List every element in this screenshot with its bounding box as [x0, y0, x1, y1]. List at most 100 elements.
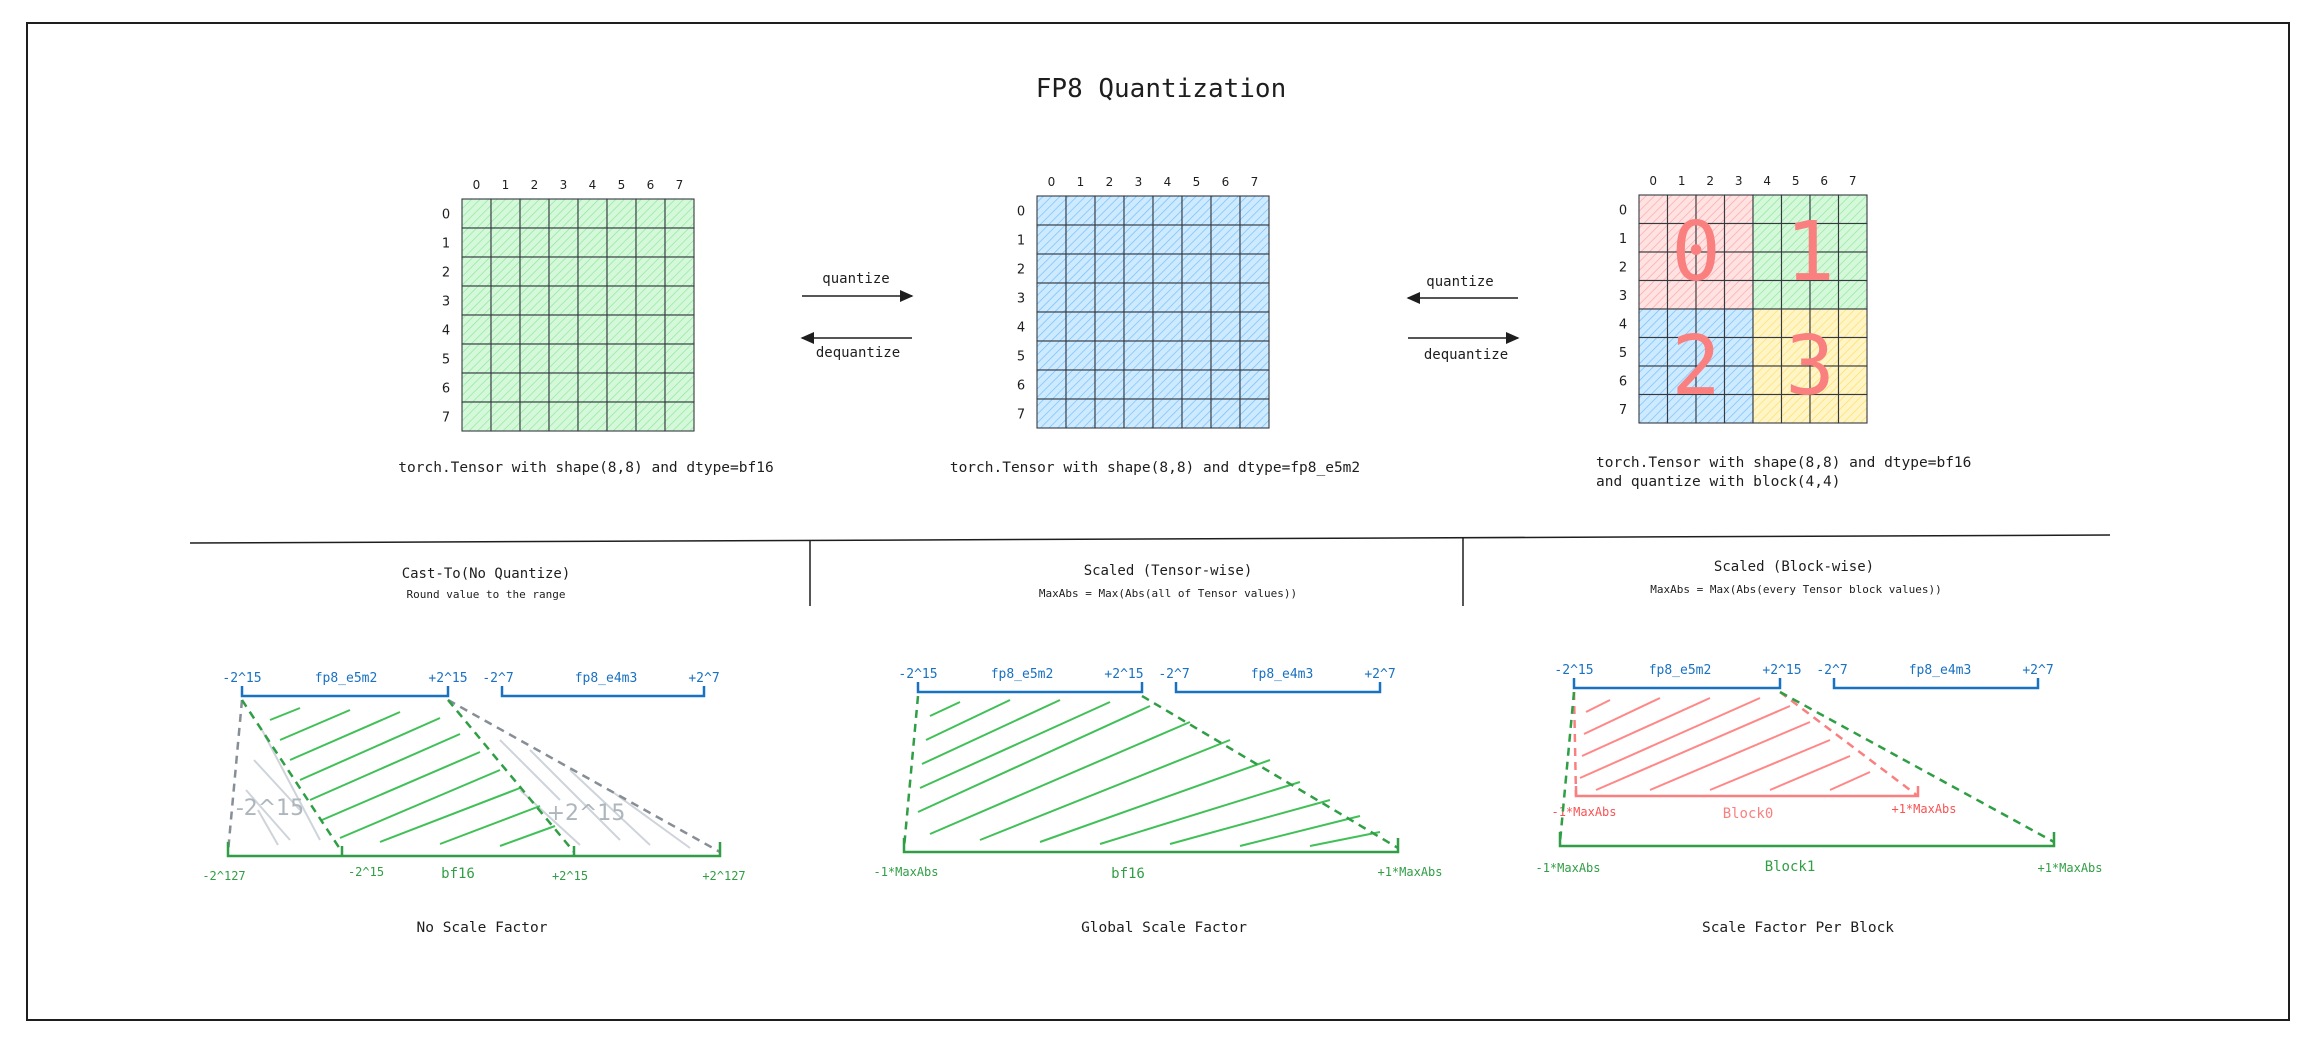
bf16-max-label: +2^127 — [702, 869, 745, 883]
matrix-cell — [1695, 251, 1726, 282]
block1-max-label: +1*MaxAbs — [2037, 861, 2102, 875]
row-index: 7 — [1017, 408, 1025, 423]
column-index: 4 — [589, 178, 597, 192]
row-index: 6 — [1017, 379, 1025, 394]
matrix-cell — [1723, 365, 1754, 396]
section-title: Cast-To(No Quantize) — [402, 566, 571, 582]
matrix-cell — [519, 256, 550, 287]
matrix-cell — [1181, 253, 1212, 284]
matrix-cell — [461, 256, 492, 287]
map-right-edge — [1141, 694, 1399, 850]
matrix-cell — [519, 198, 550, 229]
matrix-cell — [1123, 195, 1154, 226]
matrix-cell — [664, 285, 695, 316]
matrix-cell — [1666, 194, 1697, 225]
column-index: 5 — [1193, 175, 1201, 189]
matrix-cell — [635, 314, 666, 345]
e5m2-range-bracket — [240, 686, 450, 698]
matrix-cell — [1837, 251, 1868, 282]
matrix-cell — [1036, 340, 1067, 371]
section-subtitle: MaxAbs = Max(Abs(every Tensor block valu… — [1650, 583, 1941, 596]
matrix-cell — [519, 285, 550, 316]
matrix-cell — [548, 227, 579, 258]
matrix-cell — [519, 401, 550, 432]
e5m2-max-label: +2^15 — [428, 671, 467, 686]
column-index: 5 — [1792, 174, 1800, 188]
bf16-max-label: +1*MaxAbs — [1377, 865, 1442, 879]
matrix-cell — [635, 372, 666, 403]
matrix-cell — [1181, 369, 1212, 400]
outer-frame — [26, 22, 2290, 1021]
matrix-cell — [1638, 393, 1669, 424]
matrix-cell — [1638, 365, 1669, 396]
clip-right-label: +2^15 — [547, 801, 626, 826]
column-index: 2 — [1706, 174, 1714, 188]
matrix-cell — [1239, 224, 1270, 255]
row-index: 4 — [1619, 317, 1627, 332]
matrix-cell — [490, 256, 521, 287]
row-index: 2 — [1017, 263, 1025, 278]
bf16-min-label: -1*MaxAbs — [873, 865, 938, 879]
clip-left-region — [228, 700, 342, 852]
matrix-cell — [490, 227, 521, 258]
matrix-cell — [577, 227, 608, 258]
right-dequantize-label: dequantize — [1424, 347, 1508, 363]
e5m2-min-label: -2^15 — [898, 667, 937, 682]
column-index: 7 — [1251, 175, 1259, 189]
matrix-cell — [1210, 340, 1241, 371]
column-index: 0 — [473, 178, 481, 192]
row-index: 0 — [442, 208, 450, 223]
column-index: 6 — [1820, 174, 1828, 188]
matrix-cell — [1239, 282, 1270, 313]
matrix-cell — [519, 343, 550, 374]
matrix-cell — [1638, 279, 1669, 310]
matrix-cell — [1094, 369, 1125, 400]
matrix-cell — [519, 314, 550, 345]
column-index: 3 — [560, 178, 568, 192]
matrix-cell — [490, 198, 521, 229]
bf16-range-bracket — [902, 838, 1400, 854]
matrix-cell — [1094, 340, 1125, 371]
matrix-cell — [664, 314, 695, 345]
row-index: 7 — [1619, 403, 1627, 418]
left-quantize-label: quantize — [822, 271, 889, 287]
row-index: 5 — [1619, 346, 1627, 361]
matrix-cell — [548, 343, 579, 374]
matrix-cell — [1123, 282, 1154, 313]
matrix-cell — [1666, 251, 1697, 282]
matrix-cell — [1666, 393, 1697, 424]
matrix-cell — [490, 372, 521, 403]
matrix-cell — [1123, 398, 1154, 429]
matrix-cell — [490, 314, 521, 345]
matrix-cell — [606, 401, 637, 432]
column-index: 7 — [1849, 174, 1857, 188]
matrix-cell — [1752, 279, 1783, 310]
matrix-cell — [1152, 398, 1183, 429]
matrix-cell — [1723, 279, 1754, 310]
e5m2-max-label: +2^15 — [1762, 663, 1801, 678]
block0-right-edge — [1779, 691, 1919, 797]
matrix-cell — [1837, 279, 1868, 310]
matrix-cell — [1036, 369, 1067, 400]
matrix-cell — [1181, 224, 1212, 255]
row-index: 6 — [442, 382, 450, 397]
matrix-cell — [1723, 336, 1754, 367]
matrix-cell — [1036, 253, 1067, 284]
matrix-cell — [1723, 393, 1754, 424]
matrix-cell — [606, 198, 637, 229]
matrix-cell — [1210, 224, 1241, 255]
matrix-cell — [1065, 311, 1096, 342]
matrix-cell — [1666, 365, 1697, 396]
matrix-cell — [664, 401, 695, 432]
matrix-cell — [1638, 222, 1669, 253]
e5m2-name-label: fp8_e5m2 — [1649, 663, 1712, 678]
e5m2-min-label: -2^15 — [222, 671, 261, 686]
block1-min-label: -1*MaxAbs — [1535, 861, 1600, 875]
matrix-cell — [577, 401, 608, 432]
matrix-cell — [1723, 308, 1754, 339]
matrix-cell — [635, 256, 666, 287]
column-index: 3 — [1735, 174, 1743, 188]
matrix-cell — [1809, 365, 1840, 396]
row-index: 1 — [1017, 234, 1025, 249]
column-index: 6 — [647, 178, 655, 192]
